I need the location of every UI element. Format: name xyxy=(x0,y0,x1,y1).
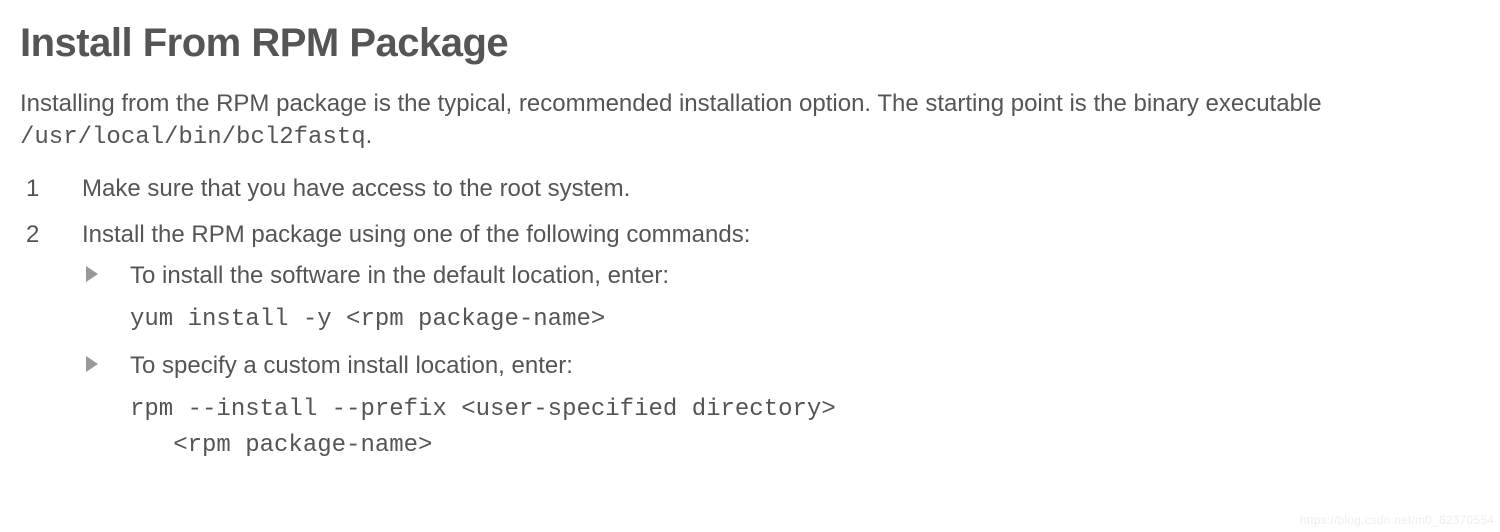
ordered-steps: Make sure that you have access to the ro… xyxy=(20,173,1480,465)
bullet-1-command: yum install -y <rpm package-name> xyxy=(130,302,1480,338)
source-watermark: https://blog.csdn.net/m0_62370554 xyxy=(1300,512,1494,528)
bullet-2-command: rpm --install --prefix <user-specified d… xyxy=(130,392,1480,464)
bullet-2-text: To specify a custom install location, en… xyxy=(130,352,573,379)
step-2-bullets: To install the software in the default l… xyxy=(82,260,1480,465)
bullet-default-location: To install the software in the default l… xyxy=(82,260,1480,338)
step-2-text: Install the RPM package using one of the… xyxy=(82,221,750,248)
bullet-1-text: To install the software in the default l… xyxy=(130,262,669,289)
intro-text-prefix: Installing from the RPM package is the t… xyxy=(20,90,1322,117)
intro-paragraph: Installing from the RPM package is the t… xyxy=(20,88,1480,155)
step-2: Install the RPM package using one of the… xyxy=(20,219,1480,464)
intro-code-path: /usr/local/bin/bcl2fastq xyxy=(20,124,366,151)
intro-text-suffix: . xyxy=(366,122,373,149)
triangle-bullet-icon xyxy=(86,266,98,282)
bullet-custom-location: To specify a custom install location, en… xyxy=(82,350,1480,464)
step-1: Make sure that you have access to the ro… xyxy=(20,173,1480,205)
step-1-text: Make sure that you have access to the ro… xyxy=(82,175,630,202)
page-title: Install From RPM Package xyxy=(20,16,1480,70)
triangle-bullet-icon xyxy=(86,356,98,372)
